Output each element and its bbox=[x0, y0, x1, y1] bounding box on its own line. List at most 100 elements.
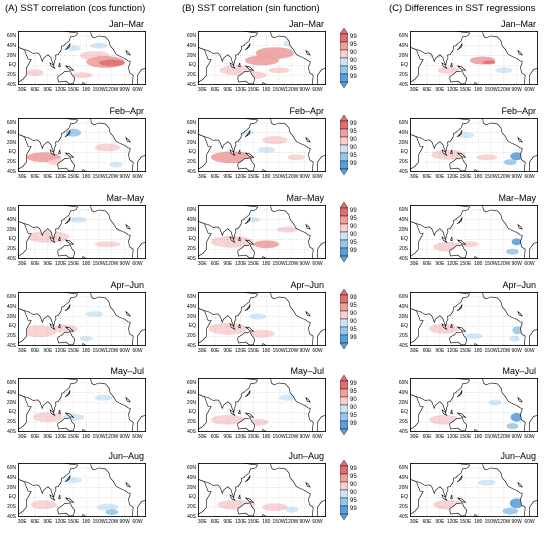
lon-tick-label: 150E bbox=[459, 174, 472, 180]
lat-tick-label: 40S bbox=[399, 82, 408, 88]
coastline bbox=[441, 323, 448, 331]
colorbar-label: 99 bbox=[350, 506, 357, 512]
coastline bbox=[198, 118, 259, 153]
coastline bbox=[450, 409, 453, 415]
lat-tick-label: 60N bbox=[186, 379, 196, 386]
anomaly-patch bbox=[488, 399, 502, 406]
colorbar-label: 99 bbox=[350, 335, 357, 341]
coastline bbox=[18, 292, 79, 327]
map-panel: Feb–Apr 60N 40N 20N EQ 20S 40S 30E 60E 90E 120E 150… bbox=[7, 106, 146, 180]
map-panel: May–Jul 60N 40N 20N EQ 20S 40S 30E 60E 90E 120E 150… bbox=[187, 366, 326, 440]
lon-tick-label: 90W bbox=[511, 348, 522, 354]
coastline bbox=[456, 130, 463, 137]
colorbar-label: 90 bbox=[350, 490, 357, 496]
lat-tick-label: EQ bbox=[8, 149, 16, 156]
coastline bbox=[517, 49, 523, 56]
coastline bbox=[238, 323, 241, 329]
lon-tick-label: 150E bbox=[459, 348, 472, 354]
colorbar-label: 95 bbox=[350, 153, 357, 159]
anomaly-patch bbox=[253, 240, 280, 249]
lon-tick-label: 120W bbox=[105, 348, 119, 354]
coastline bbox=[198, 463, 259, 498]
colorbar-label: 99 bbox=[350, 161, 357, 167]
lon-tick-label: 180 bbox=[474, 348, 483, 354]
lat-tick-label: 40N bbox=[6, 216, 16, 223]
coastline bbox=[64, 390, 71, 397]
coastline bbox=[457, 152, 467, 158]
lat-tick-label: 20S bbox=[7, 72, 16, 79]
anomaly-patch bbox=[26, 69, 44, 77]
colorbar-label: 99 bbox=[350, 34, 357, 40]
coastline bbox=[18, 393, 32, 430]
lat-tick-label: EQ bbox=[400, 62, 408, 69]
coastline bbox=[410, 478, 424, 515]
coastline bbox=[410, 220, 424, 257]
anomaly-patch bbox=[96, 503, 119, 511]
coastline bbox=[57, 331, 76, 346]
colorbar: 99 95 90 90 95 99 bbox=[340, 28, 372, 88]
lat-tick-label: 20S bbox=[7, 246, 16, 253]
lat-tick-label: 40N bbox=[186, 216, 196, 223]
lat-tick-label: EQ bbox=[188, 62, 196, 69]
colorbar: 99 95 90 90 95 99 bbox=[340, 460, 372, 520]
coastline bbox=[18, 220, 32, 257]
lon-tick-label: 180 bbox=[82, 348, 91, 354]
coastline bbox=[410, 31, 471, 66]
lon-tick-label: 120W bbox=[497, 519, 511, 525]
map-panel: Mar–May 60N 40N 20N EQ 20S 40S 30E 60E 90E 120E 150… bbox=[7, 193, 146, 267]
lon-tick-label: 180 bbox=[262, 87, 271, 93]
lon-tick-label: 120W bbox=[497, 434, 511, 440]
colorbar-swatch bbox=[340, 57, 348, 67]
lon-tick-label: 90W bbox=[299, 434, 310, 440]
coastline bbox=[244, 217, 251, 224]
colorbar-label: 99 bbox=[350, 74, 357, 80]
season-label: Apr–Jun bbox=[110, 280, 144, 290]
coastline bbox=[244, 390, 251, 397]
colorbar-swatch bbox=[340, 223, 348, 233]
anomaly-patch bbox=[244, 55, 280, 66]
season-label: May–Jul bbox=[110, 366, 144, 376]
coastline bbox=[449, 331, 468, 346]
anomaly-patch bbox=[249, 329, 275, 338]
lon-tick-label: 180 bbox=[474, 434, 483, 440]
lat-tick-label: 40S bbox=[187, 82, 196, 88]
lon-tick-label: 150E bbox=[459, 519, 472, 525]
coastline bbox=[244, 304, 251, 311]
lon-tick-label: 120W bbox=[285, 261, 299, 267]
lon-tick-label: 60E bbox=[210, 348, 220, 354]
coastline bbox=[410, 46, 424, 83]
coastline bbox=[517, 310, 523, 317]
coastline bbox=[237, 331, 256, 346]
colorbar-label: 95 bbox=[350, 389, 357, 395]
lat-tick-label: 60N bbox=[6, 32, 16, 39]
colorbar-swatch bbox=[340, 136, 348, 146]
colorbar-label: 90 bbox=[350, 405, 357, 411]
lon-tick-label: 150E bbox=[247, 348, 260, 354]
lat-tick-label: 40N bbox=[398, 42, 408, 49]
coastline bbox=[517, 223, 523, 230]
lon-tick-label: 150E bbox=[247, 87, 260, 93]
coastline bbox=[410, 292, 471, 327]
lon-tick-label: 60E bbox=[422, 87, 432, 93]
colorbar-label: 90 bbox=[350, 232, 357, 238]
column-title: (C) Differences in SST regressions bbox=[389, 3, 536, 14]
lon-tick-label: 150W bbox=[92, 434, 106, 440]
anomaly-patch bbox=[32, 412, 63, 423]
lon-tick-label: 180 bbox=[82, 519, 91, 525]
lon-tick-label: 60E bbox=[422, 261, 432, 267]
coastline bbox=[237, 502, 256, 517]
sst-map bbox=[18, 205, 146, 259]
anomaly-patch bbox=[478, 479, 496, 486]
coastline bbox=[198, 205, 259, 240]
lat-tick-label: 40S bbox=[7, 256, 16, 262]
lon-tick-label: 120W bbox=[105, 434, 119, 440]
map-panel: Mar–May 60N 40N 20N EQ 20S 40S 30E 60E 90E 120E 150… bbox=[187, 193, 326, 267]
coastline bbox=[90, 118, 146, 172]
lon-tick-label: 150W bbox=[92, 261, 106, 267]
coastline bbox=[49, 149, 56, 157]
coastline bbox=[18, 478, 32, 515]
season-label: Jan–Mar bbox=[108, 19, 144, 29]
coastline bbox=[198, 133, 212, 170]
map-panel: Jan–Mar 60N 40N 20N EQ 20S 40S 30E 60E 90E 120E 150… bbox=[399, 19, 538, 93]
season-label: Mar–May bbox=[286, 193, 324, 203]
